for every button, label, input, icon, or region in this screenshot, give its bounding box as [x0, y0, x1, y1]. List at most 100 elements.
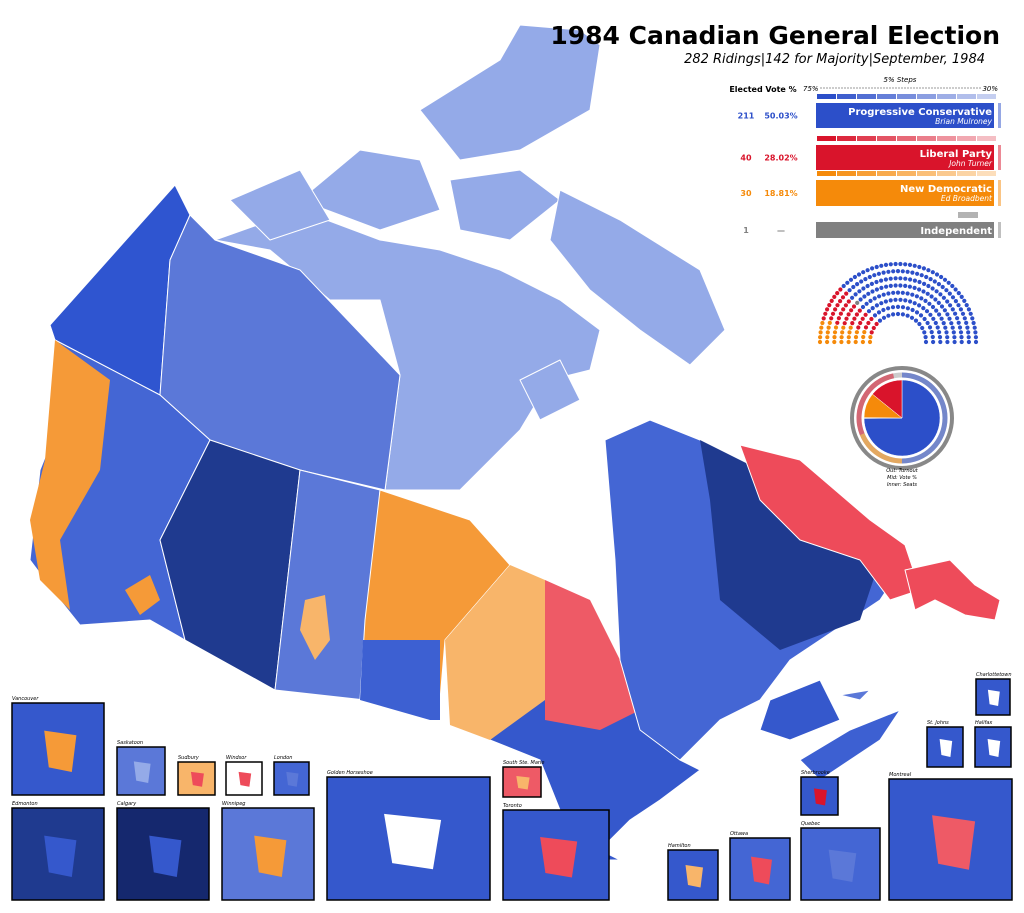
seat-dot	[923, 298, 928, 303]
seat-dot	[850, 321, 855, 326]
seat-dot	[830, 311, 836, 316]
seat-dot	[900, 305, 906, 310]
seat-dot	[886, 306, 891, 311]
party-bar-edge	[998, 180, 1001, 206]
seat-wedge	[863, 379, 941, 457]
seat-dot	[958, 307, 964, 312]
seat-dot	[905, 291, 910, 296]
seat-dot	[953, 299, 959, 304]
seat-dot	[841, 325, 846, 330]
step-swatch	[817, 94, 836, 99]
seat-dot	[925, 320, 930, 326]
inset-detail	[987, 739, 1001, 757]
seat-dot	[898, 261, 903, 267]
seat-dot	[874, 321, 879, 327]
seat-dot	[868, 298, 873, 303]
pie-note: Inner: Seats	[887, 482, 917, 488]
seat-dot	[928, 312, 933, 317]
seat-dot	[942, 277, 948, 282]
seat-dot	[917, 303, 922, 308]
seat-dot	[869, 316, 874, 322]
seat-dot	[863, 312, 868, 317]
col-header: Elected	[729, 85, 763, 94]
inset-detail	[540, 837, 578, 878]
newfoundland	[904, 559, 1001, 621]
seat-dot	[907, 262, 913, 267]
vote-arc	[901, 372, 948, 464]
seat-dot	[821, 316, 826, 321]
seat-dot	[913, 318, 919, 323]
seat-dot	[950, 283, 955, 289]
seat-dot	[886, 291, 891, 296]
seat-dot	[973, 339, 979, 345]
steps-label: 5% Steps	[884, 76, 917, 84]
seat-dot	[852, 274, 858, 280]
seat-dot	[838, 287, 843, 292]
bc-ndp-area	[30, 340, 110, 610]
seat-dot	[919, 296, 924, 301]
seat-dot	[866, 309, 872, 314]
seat-dot	[867, 274, 872, 280]
seat-dot	[966, 307, 972, 312]
map	[29, 24, 1001, 861]
step-swatch	[977, 171, 996, 176]
seat-dot	[924, 309, 930, 314]
seat-dot	[874, 303, 880, 308]
seat-dot	[944, 288, 949, 293]
seat-dot	[917, 264, 922, 270]
seat-dot	[900, 269, 905, 274]
seat-dot	[917, 321, 922, 327]
seat-dot	[965, 325, 970, 330]
seat-dot	[910, 307, 915, 313]
inset-detail	[149, 835, 182, 877]
seat-dot	[934, 289, 939, 294]
seat-dot	[931, 316, 936, 321]
seat-dot	[933, 297, 938, 302]
seat-dot	[825, 330, 830, 335]
seat-dot	[865, 268, 870, 273]
inset-label: South Ste. Marie	[503, 760, 544, 766]
seat-dot	[858, 320, 863, 326]
inset-label: Edmonton	[12, 801, 38, 807]
seat-dot	[883, 299, 889, 304]
seat-dot	[886, 313, 891, 318]
seat-dot	[820, 320, 825, 326]
seat-dot	[953, 287, 958, 292]
vote: 28.02%	[764, 154, 797, 163]
ontario-ndp-area	[445, 565, 545, 740]
seat-dot	[842, 321, 847, 326]
party-bar-edge	[998, 222, 1001, 238]
seat-dot	[847, 330, 852, 335]
seat-dot	[843, 303, 849, 308]
seat-dot	[853, 292, 858, 297]
party-name: Progressive Conservative	[848, 107, 992, 118]
seat-dot	[939, 304, 945, 309]
inset-label: Charlottetown	[976, 672, 1012, 678]
inset-label: Calgary	[117, 801, 137, 807]
seat-dot	[845, 280, 850, 285]
seat-dot	[835, 303, 840, 308]
seat-dot	[910, 292, 915, 297]
seat-dot	[879, 301, 884, 306]
labrador	[739, 444, 921, 601]
seat-dot	[903, 283, 908, 288]
seat-dot	[856, 325, 861, 330]
seat-dot	[857, 308, 862, 313]
step-swatch	[957, 171, 976, 176]
seat-dot	[895, 311, 901, 317]
seat-dot	[921, 289, 926, 294]
seat-dot	[940, 284, 945, 290]
step-swatch	[977, 94, 996, 99]
quebec-dark-area	[700, 440, 880, 650]
party-bar	[816, 145, 994, 170]
inset-detail	[286, 771, 299, 787]
seat-dot	[883, 262, 889, 267]
seat-dot	[945, 335, 950, 340]
seat-dot	[900, 290, 905, 295]
seat-dot	[921, 266, 927, 271]
party-bar	[816, 222, 994, 238]
seat-dot	[856, 272, 862, 277]
seat-dot	[920, 325, 925, 331]
seat-dot	[846, 339, 851, 345]
seat-dot	[934, 308, 939, 313]
